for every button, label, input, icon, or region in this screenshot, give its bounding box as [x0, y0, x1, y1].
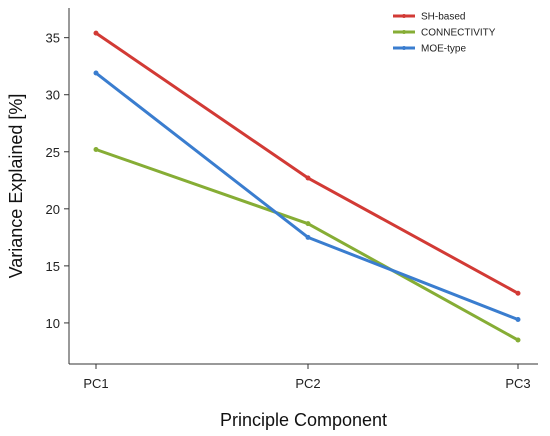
series-sh-based [93, 30, 521, 296]
legend: SH-based CONNECTIVITY MOE-type [393, 12, 496, 55]
legend-label: CONNECTIVITY [421, 28, 496, 39]
x-axis-title: Principle Component [220, 410, 387, 430]
y-tick-label: 20 [46, 202, 60, 217]
axes [68, 8, 538, 365]
legend-item: MOE-type [393, 44, 466, 55]
legend-label: SH-based [421, 12, 465, 23]
y-tick-label: 30 [46, 88, 60, 103]
legend-item: CONNECTIVITY [393, 28, 496, 39]
y-tick-label: 35 [46, 31, 60, 46]
x-tick-label: PC1 [83, 376, 108, 391]
series-moe-type [93, 70, 521, 322]
y-tick-label: 15 [46, 259, 60, 274]
x-tick-label: PC2 [295, 376, 320, 391]
y-tick-label: 25 [46, 145, 60, 160]
data-point [305, 221, 311, 227]
legend-marker [402, 14, 406, 18]
data-point [305, 175, 311, 181]
x-ticks: PC1 PC2 PC3 [83, 364, 531, 391]
data-point [305, 234, 311, 240]
y-ticks: 10 15 20 25 30 35 [46, 31, 69, 331]
y-tick-label: 10 [46, 316, 60, 331]
series-layer [93, 30, 521, 343]
x-tick-label: PC3 [505, 376, 530, 391]
data-point [515, 290, 521, 296]
legend-label: MOE-type [421, 44, 466, 55]
series-connectivity [93, 146, 521, 343]
data-point [93, 146, 99, 152]
legend-marker [402, 30, 406, 34]
legend-marker [402, 46, 406, 50]
series-line [94, 71, 520, 321]
data-point [93, 70, 99, 76]
series-line [94, 31, 520, 295]
data-point [515, 317, 521, 322]
data-point [515, 337, 521, 343]
y-axis-title: Variance Explained [%] [6, 94, 26, 279]
data-point [93, 30, 99, 36]
legend-item: SH-based [393, 12, 465, 23]
